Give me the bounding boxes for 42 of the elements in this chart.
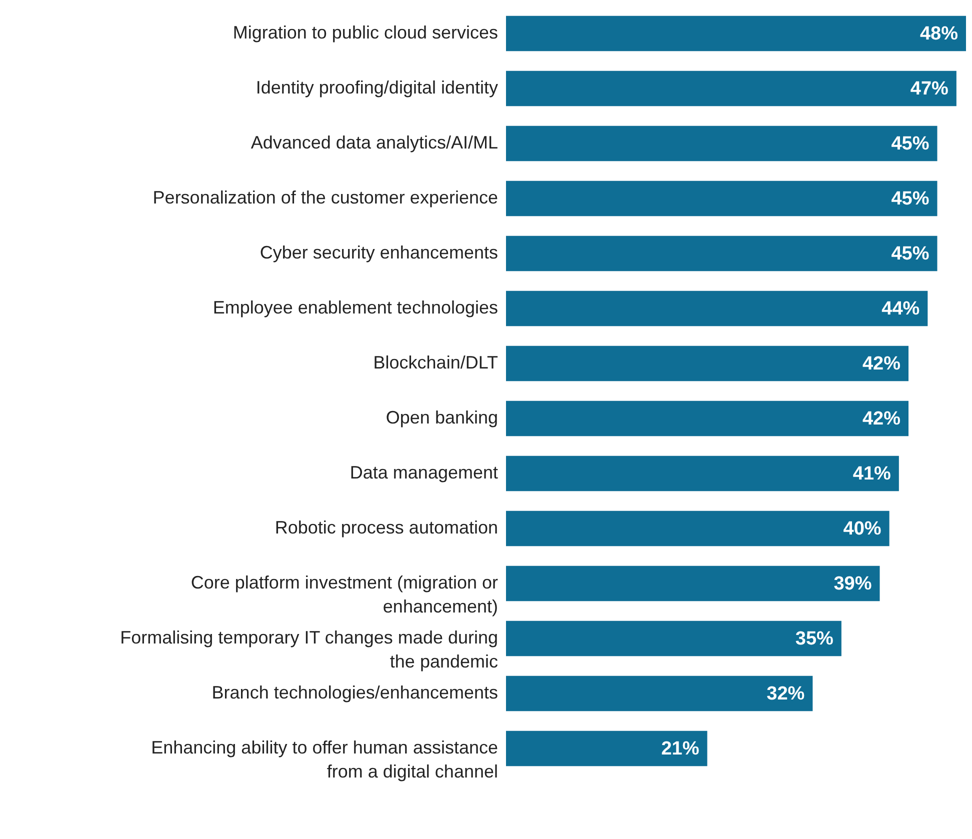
bar [506,16,966,52]
data-label: 39% [834,574,872,594]
bar [506,290,928,326]
bar [506,126,938,162]
data-label: 48% [920,24,958,44]
data-label: 35% [795,628,834,650]
data-label: 45% [891,188,930,210]
data-label: 42% [862,408,901,430]
y-tick-label: Core platform investment (migration or enhancement) [190,572,498,616]
bar [506,510,890,546]
y-tick-label: Open banking [386,408,498,428]
data-label: 41% [852,464,892,484]
data-label: 44% [882,298,920,320]
bar [506,346,908,382]
bar [506,566,880,602]
y-tick-label: Branch technologies/enhancements [212,682,498,702]
y-tick-label: Formalising temporary IT changes made during the pandemic [120,628,498,672]
data-label: 21% [661,738,700,760]
data-label: 42% [862,354,901,374]
y-tick-label: Advanced data analytics/AI/ML [250,132,498,152]
y-tick-label: Personalization of the customer experience [152,188,498,208]
data-label: 40% [843,518,882,540]
data-label: 32% [766,684,805,704]
bar [506,70,956,106]
y-tick-label: Migration to public cloud services [232,22,498,42]
bar [506,456,899,492]
bar [506,620,842,656]
y-tick-label: Cyber security enhancements [260,242,498,262]
y-tick-label: Blockchain/DLT [373,352,498,372]
data-label: 45% [891,244,930,264]
bar [506,180,938,216]
y-tick-label: Robotic process automation [274,518,498,538]
bar [506,400,908,436]
bar [506,676,813,712]
bar [506,730,708,766]
data-label: 45% [891,134,930,154]
y-tick-label: Identity proofing/digital identity [256,78,498,98]
data-label: 47% [910,78,949,100]
y-tick-label: Enhancing ability to offer human assistance from a digital channel [151,738,498,782]
bar [506,236,938,272]
y-tick-label: Employee enablement technologies [212,298,498,318]
y-tick-label: Data management [350,462,498,482]
